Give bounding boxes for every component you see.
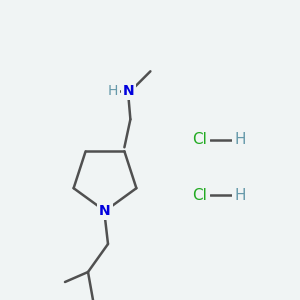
Text: H: H	[107, 84, 118, 98]
Text: N: N	[123, 84, 134, 98]
Text: Cl: Cl	[193, 188, 207, 202]
Text: H: H	[234, 133, 246, 148]
Text: Cl: Cl	[193, 133, 207, 148]
Text: H: H	[234, 188, 246, 202]
Text: N: N	[99, 204, 111, 218]
